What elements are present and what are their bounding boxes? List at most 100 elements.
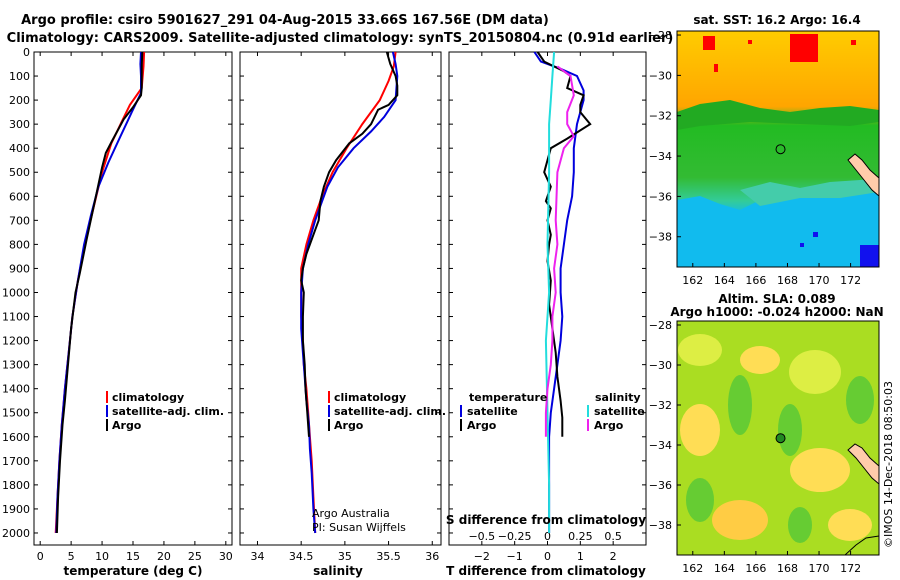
x-tick-label: 1 [577, 550, 584, 563]
map-x-tick-label: 164 [714, 274, 735, 287]
salinity-axis-ticks: 34 34.5 35 35.5 36 [240, 51, 441, 563]
sst-map-title: sat. SST: 16.2 Argo: 16.4 [693, 13, 860, 27]
y-tick-label: 800 [9, 238, 30, 251]
sla-map-panel: Altim. SLA: 0.089 Argo h1000: -0.024 h20… [649, 292, 884, 575]
sst-hot-dot [714, 64, 718, 72]
sla-map-ticks: 162 164 166 168 170 172 −28 −30 −32 −34 −36 −38 [649, 319, 861, 575]
y-tick-label: 1300 [2, 359, 30, 372]
y-tick-label: 1200 [2, 335, 30, 348]
map-y-tick-label: −30 [649, 69, 672, 82]
x-tick-label: 10 [95, 550, 109, 563]
sla-blob [789, 350, 841, 394]
map-x-tick-label: 168 [777, 274, 798, 287]
temperature-xlabel: temperature (deg C) [64, 564, 203, 578]
difference-xlabel: T difference from climatology [446, 564, 646, 578]
sla-field [677, 321, 879, 555]
map-y-tick-label: −36 [649, 190, 672, 203]
difference-panel: −2 −1 0 1 2 −0.5 −0.25 0 0.25 0.5 T difference fr… [446, 51, 647, 578]
map-y-tick-label: −28 [649, 29, 672, 42]
sla-low [686, 478, 714, 522]
legend-argo: Argo [112, 419, 142, 432]
sla-map-frame [676, 320, 880, 556]
y-tick-label: 1900 [2, 503, 30, 516]
y-tick-label: 1000 [2, 286, 30, 299]
sla-blob [740, 346, 780, 374]
sla-coastline-south [844, 535, 879, 555]
legend-s-satellite: satellite [594, 405, 645, 418]
x-tick-label: 36 [425, 550, 439, 563]
x-tick-label: 34.5 [289, 550, 314, 563]
difference-legend: temperature satellite Argo salinity sate… [460, 391, 645, 432]
sla-low [728, 375, 752, 435]
y-tick-label: 1100 [2, 311, 30, 324]
map-x-tick-label: 164 [714, 562, 735, 575]
x-tick-label: 34 [250, 550, 264, 563]
map-x-tick-label: 166 [745, 562, 766, 575]
legend-climatology: climatology [334, 391, 406, 404]
x-tick-label: −2 [474, 550, 490, 563]
header-line2: Climatology: CARS2009. Satellite-adjuste… [7, 31, 674, 46]
x-top-tick-label: −0.5 [468, 530, 495, 543]
y-tick-label: 900 [9, 262, 30, 275]
sst-hot-dot [851, 40, 856, 45]
x-tick-label: −1 [507, 550, 523, 563]
sla-blob [678, 334, 722, 366]
x-tick-label: 5 [68, 550, 75, 563]
sst-deep-dot [800, 243, 804, 247]
x-top-tick-label: 0.5 [604, 530, 622, 543]
y-tick-label: 700 [9, 214, 30, 227]
map-y-tick-label: −38 [649, 519, 672, 532]
map-y-tick-label: −28 [649, 319, 672, 332]
x-tick-label: 0 [37, 550, 44, 563]
sla-low [778, 404, 802, 456]
y-tick-label: 0 [23, 46, 30, 59]
y-tick-label: 200 [9, 94, 30, 107]
legend-t-argo: Argo [467, 419, 497, 432]
map-x-tick-label: 172 [840, 274, 861, 287]
imos-timestamp: ©IMOS 14-Dec-2018 08:50:03 [882, 381, 895, 548]
legend-salinity-title: salinity [595, 391, 641, 404]
salinity-profile-lines [300, 51, 399, 534]
legend-temperature-title: temperature [469, 391, 547, 404]
temperature-panel: 0100200300400500600700800900100011001200… [2, 46, 233, 578]
sst-hot-spot [790, 34, 818, 62]
legend-t-satellite: satellite [467, 405, 518, 418]
legend-satellite: satellite-adj. clim. [112, 405, 224, 418]
difference-axis-ticks: −2 −1 0 1 2 −0.5 −0.25 0 0.25 0.5 [449, 51, 646, 563]
x-tick-label: 30 [219, 550, 233, 563]
series-line-s-argo [544, 65, 576, 437]
x-top-tick-label: −0.25 [498, 530, 532, 543]
sst-warm-front [677, 100, 879, 130]
series-line-argo [55, 51, 144, 534]
sla-map-subtitle: Argo h1000: -0.024 h2000: NaN [670, 305, 883, 319]
credit-line1: Argo Australia [312, 507, 390, 520]
y-tick-label: 2000 [2, 527, 30, 540]
salinity-axes-frame [239, 51, 442, 546]
sst-map-frame [676, 30, 880, 268]
difference-xlabel2: S difference from climatology [446, 513, 646, 527]
salinity-xlabel: salinity [313, 564, 363, 578]
y-tick-label: 300 [9, 118, 30, 131]
map-x-tick-label: 162 [682, 562, 703, 575]
sla-map-title: Altim. SLA: 0.089 [718, 292, 835, 306]
series-line-argo [300, 51, 399, 437]
x-tick-label: 20 [157, 550, 171, 563]
x-tick-label: 35.5 [376, 550, 401, 563]
y-tick-label: 500 [9, 166, 30, 179]
y-tick-label: 600 [9, 190, 30, 203]
legend-s-argo: Argo [594, 419, 624, 432]
y-tick-label: 1500 [2, 407, 30, 420]
sst-hot-spot-small [703, 36, 715, 50]
x-tick-label: 0 [544, 550, 551, 563]
map-y-tick-label: −36 [649, 479, 672, 492]
y-tick-label: 1600 [2, 431, 30, 444]
sst-deep-dot [813, 232, 818, 237]
legend-satellite: satellite-adj. clim. [334, 405, 446, 418]
map-x-tick-label: 170 [809, 562, 830, 575]
map-y-tick-label: −38 [649, 231, 672, 244]
map-y-tick-label: −34 [649, 439, 672, 452]
temperature-profile-lines [54, 51, 146, 534]
map-y-tick-label: −32 [649, 110, 672, 123]
temperature-axes-frame [33, 51, 233, 546]
